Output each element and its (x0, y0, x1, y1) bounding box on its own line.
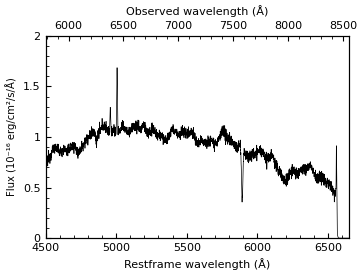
Y-axis label: Flux (10⁻¹⁶ erg/cm²/s/Å): Flux (10⁻¹⁶ erg/cm²/s/Å) (5, 78, 17, 197)
X-axis label: Restframe wavelength (Å): Restframe wavelength (Å) (124, 259, 270, 270)
X-axis label: Observed wavelength (Å): Observed wavelength (Å) (126, 6, 269, 17)
